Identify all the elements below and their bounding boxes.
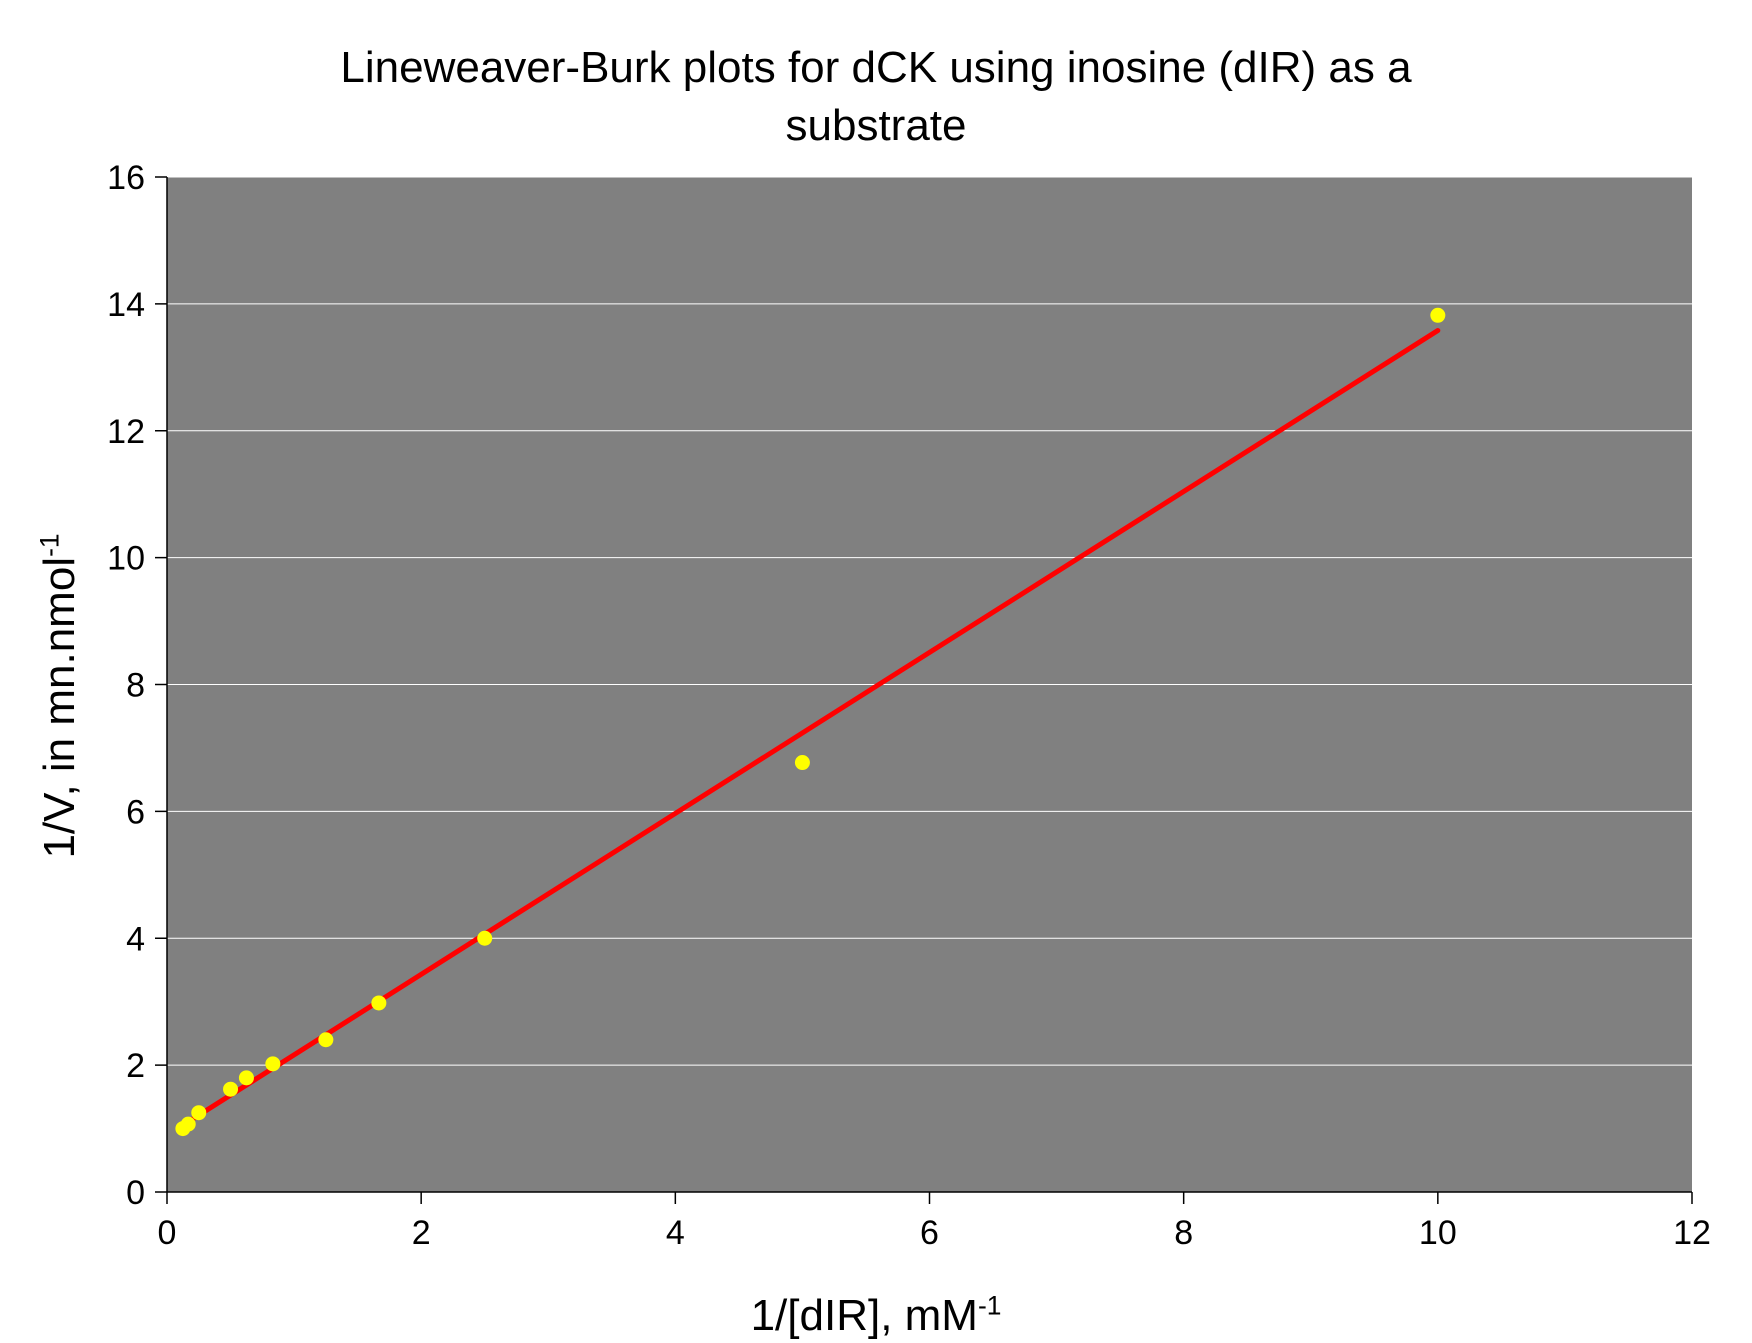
data-point-9 [794,755,810,771]
data-point-6 [318,1032,334,1048]
x-tick-label-2: 4 [666,1214,685,1252]
data-point-5 [265,1056,281,1072]
x-axis-label-text: 1/[dIR], mM [750,1291,978,1340]
y-tick-label-4: 8 [126,667,145,705]
data-point-4 [238,1070,254,1086]
x-tick-label-1: 2 [412,1214,431,1252]
x-tick-label-0: 0 [158,1214,177,1252]
x-tick-label-6: 12 [1673,1214,1711,1252]
x-axis-label-superscript: -1 [977,1290,1002,1321]
y-tick-label-1: 2 [126,1047,145,1085]
data-point-10 [1430,307,1446,323]
x-tick-label-3: 6 [920,1214,939,1252]
x-tick-label-5: 10 [1419,1214,1457,1252]
trend-line [177,328,1441,1130]
y-tick-label-8: 16 [107,159,145,197]
y-tick-label-5: 10 [107,540,145,578]
y-axis-label-text: 1/V, in mn.nmol [35,556,84,859]
y-axis-label-superscript: -1 [34,533,65,557]
chart-title-line-1: Lineweaver-Burk plots for dCK using inos… [340,43,1412,92]
x-axis-label: 1/[dIR], mM-1 [0,1291,1752,1340]
y-tick-label-6: 12 [107,413,145,451]
x-tick-label-4: 8 [1174,1214,1193,1252]
y-tick-label-0: 0 [126,1174,145,1212]
data-point-3 [223,1081,239,1097]
data-point-2 [191,1105,207,1121]
data-point-7 [371,995,387,1011]
chart-title-line-2: substrate [785,101,967,150]
y-tick-label-3: 6 [126,793,145,831]
y-tick-label-7: 14 [107,286,145,324]
data-point-1 [180,1116,196,1132]
y-tick-label-2: 4 [126,920,145,958]
data-point-8 [477,930,493,946]
